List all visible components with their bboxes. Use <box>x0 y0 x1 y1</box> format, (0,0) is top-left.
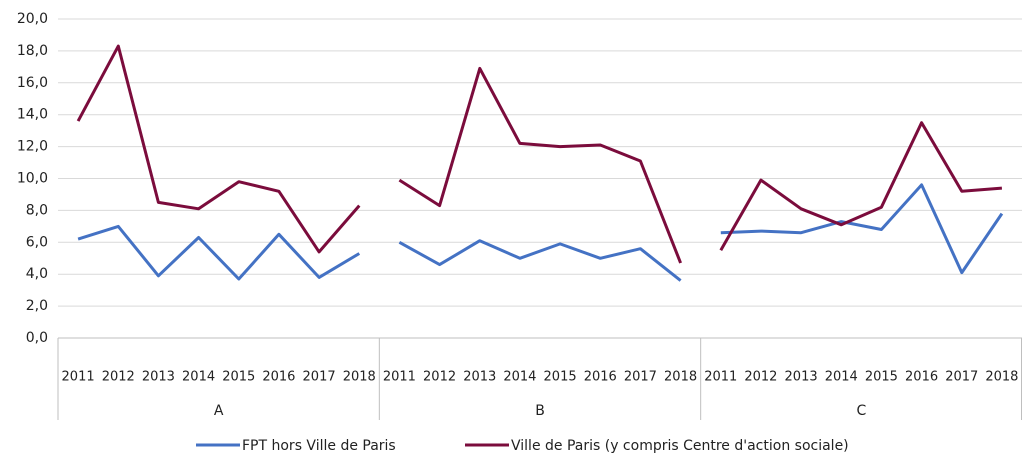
x-tick-label: 2015 <box>865 370 898 385</box>
series-line <box>720 183 1004 275</box>
x-tick-label: 2016 <box>262 370 295 385</box>
x-tick-label: 2011 <box>383 370 416 385</box>
x-tick-label: 2012 <box>744 370 777 385</box>
legend-label: FPT hors Ville de Paris <box>242 438 396 454</box>
series-line <box>77 224 361 281</box>
x-tick-label: 2013 <box>463 370 496 385</box>
y-tick-label: 12,0 <box>17 139 48 155</box>
y-tick-label: 16,0 <box>17 75 48 91</box>
y-tick-label: 20,0 <box>17 11 48 27</box>
y-tick-label: 4,0 <box>26 266 48 282</box>
x-tick-label: 2018 <box>985 370 1018 385</box>
x-tick-label: 2011 <box>704 370 737 385</box>
x-tick-label: 2014 <box>825 370 858 385</box>
x-tick-label: 2017 <box>624 370 657 385</box>
x-tick-label: 2017 <box>945 370 978 385</box>
series-line <box>398 66 682 264</box>
group-label: A <box>214 403 224 419</box>
y-tick-label: 6,0 <box>26 234 48 250</box>
y-tick-label: 10,0 <box>17 171 48 187</box>
x-tick-label: 2015 <box>544 370 577 385</box>
x-tick-label: 2013 <box>142 370 175 385</box>
group-label: B <box>535 403 545 419</box>
y-tick-label: 18,0 <box>17 43 48 59</box>
x-tick-label: 2016 <box>584 370 617 385</box>
x-tick-label: 2014 <box>503 370 536 385</box>
x-tick-label: 2016 <box>905 370 938 385</box>
x-tick-label: 2012 <box>423 370 456 385</box>
legend-label: Ville de Paris (y compris Centre d'actio… <box>511 438 849 454</box>
x-tick-label: 2018 <box>343 370 376 385</box>
x-tick-label: 2015 <box>222 370 255 385</box>
series-line <box>76 44 361 254</box>
x-tick-label: 2017 <box>303 370 336 385</box>
x-tick-label: 2012 <box>102 370 135 385</box>
y-tick-label: 0,0 <box>26 330 48 346</box>
x-tick-label: 2014 <box>182 370 215 385</box>
series-line <box>719 121 1003 252</box>
x-tick-label: 2011 <box>62 370 95 385</box>
y-tick-label: 8,0 <box>26 202 48 218</box>
x-tick-label: 2018 <box>664 370 697 385</box>
x-tick-label: 2013 <box>785 370 818 385</box>
group-label: C <box>856 403 866 419</box>
y-tick-label: 14,0 <box>17 107 48 123</box>
series-line <box>398 239 682 282</box>
y-tick-label: 2,0 <box>26 298 48 314</box>
